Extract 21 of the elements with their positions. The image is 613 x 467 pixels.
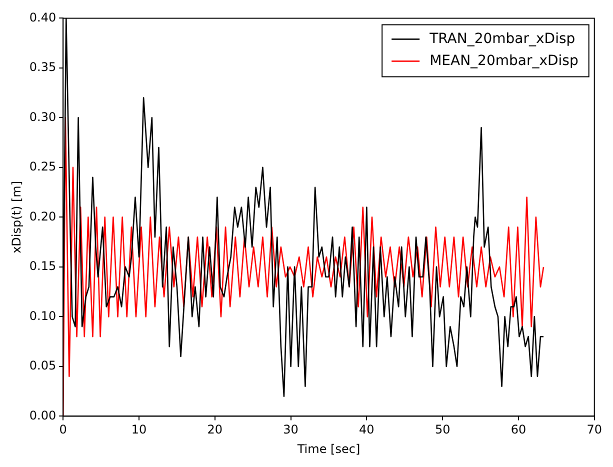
x-tick-label: 70: [586, 422, 602, 437]
x-axis-title: Time [sec]: [296, 442, 360, 456]
x-tick-label: 0: [59, 422, 67, 437]
x-tick-label: 30: [283, 422, 298, 437]
y-tick-label: 0.15: [29, 259, 56, 274]
y-tick-label: 0.40: [29, 10, 56, 24]
y-tick-label: 0.25: [29, 160, 56, 174]
x-tick-label: 10: [131, 422, 147, 437]
y-tick-label: 0.20: [29, 209, 56, 224]
y-axis-title: xDisp(t) [m]: [9, 180, 24, 254]
x-tick-label: 60: [510, 422, 526, 437]
legend-label: TRAN_20mbar_xDisp: [428, 30, 576, 47]
legend-label: MEAN_20mbar_xDisp: [430, 52, 578, 69]
x-tick-label: 20: [207, 422, 223, 437]
y-tick-label: 0.00: [29, 408, 56, 422]
y-tick-label: 0.10: [29, 308, 56, 323]
x-tick-label: 50: [434, 422, 450, 437]
x-tick-label: 40: [359, 422, 374, 437]
y-tick-label: 0.05: [29, 358, 56, 373]
y-tick-label: 0.30: [29, 110, 56, 124]
y-tick-label: 0.35: [29, 60, 56, 74]
